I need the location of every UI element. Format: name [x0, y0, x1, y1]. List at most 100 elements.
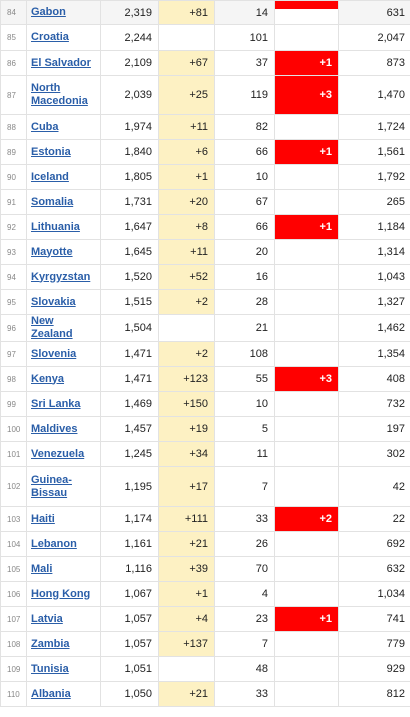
country-link[interactable]: Slovenia: [31, 347, 77, 360]
rank-cell: 92: [0, 214, 27, 240]
total-recovered-cell: 408: [338, 366, 410, 392]
new-deaths-cell: [274, 341, 339, 367]
rank-cell: 89: [0, 139, 27, 165]
total-recovered-cell: 197: [338, 416, 410, 442]
country-link[interactable]: Maldives: [31, 422, 78, 435]
total-cases-cell: 1,840: [100, 139, 159, 165]
new-cases-value: +21: [189, 538, 208, 550]
new-cases-value: +150: [183, 398, 208, 410]
table-row: 85 Croatia 2,244 101 2,047: [0, 24, 410, 51]
country-link[interactable]: Sri Lanka: [31, 397, 81, 410]
country-link[interactable]: Mali: [31, 562, 53, 575]
rank-value: 85: [7, 33, 16, 42]
rank-cell: 102: [0, 466, 27, 507]
total-cases-value: 1,471: [124, 373, 152, 385]
country-link[interactable]: Hong Kong: [31, 587, 91, 600]
new-deaths-cell: [274, 631, 339, 657]
total-recovered-value: 2,047: [377, 31, 405, 44]
country-cell: Guinea-Bissau: [26, 466, 101, 507]
total-deaths-cell: 37: [214, 50, 275, 76]
total-recovered-value: 1,043: [377, 271, 405, 283]
total-deaths-cell: 82: [214, 114, 275, 140]
country-link[interactable]: Latvia: [31, 612, 63, 625]
table-row: 88 Cuba 1,974 +11 82 1,724: [0, 114, 410, 140]
rank-value: 94: [7, 272, 16, 282]
country-link[interactable]: Venezuela: [31, 447, 85, 460]
total-cases-value: 2,039: [124, 89, 152, 101]
country-link[interactable]: Kyrgyzstan: [31, 270, 91, 283]
new-cases-cell: [158, 314, 215, 342]
country-link[interactable]: Estonia: [31, 145, 71, 158]
new-cases-value: +2: [195, 348, 208, 360]
total-recovered-value: 1,327: [377, 296, 405, 308]
country-link[interactable]: Tunisia: [31, 662, 69, 675]
total-cases-cell: 1,471: [100, 366, 159, 392]
total-cases-value: 1,174: [124, 513, 152, 525]
total-recovered-cell: 1,184: [338, 214, 410, 240]
country-link[interactable]: Gabon: [31, 6, 66, 18]
table-row: 105 Mali 1,116 +39 70 632: [0, 556, 410, 582]
total-recovered-value: 1,724: [377, 121, 405, 133]
new-cases-cell: [158, 656, 215, 682]
country-link[interactable]: Somalia: [31, 195, 74, 208]
country-link[interactable]: Croatia: [31, 31, 69, 43]
total-cases-cell: 1,647: [100, 214, 159, 240]
country-link[interactable]: Lithuania: [31, 220, 80, 233]
table-row: 86 El Salvador 2,109 +67 37 +1 873: [0, 50, 410, 76]
country-link[interactable]: Zambia: [31, 637, 70, 650]
total-deaths-value: 7: [261, 638, 268, 650]
new-cases-cell: [158, 24, 215, 51]
total-cases-cell: 1,057: [100, 606, 159, 632]
table-row: 102 Guinea-Bissau 1,195 +17 7 42: [0, 466, 410, 507]
country-cell: Albania: [26, 681, 101, 707]
new-deaths-value: +3: [319, 89, 332, 101]
country-link[interactable]: Lebanon: [31, 537, 77, 550]
country-link[interactable]: Albania: [31, 687, 71, 700]
rank-cell: 107: [0, 606, 27, 632]
new-deaths-cell: [274, 531, 339, 557]
new-deaths-cell: [274, 314, 339, 342]
country-cell: Maldives: [26, 416, 101, 442]
new-cases-cell: +1: [158, 164, 215, 190]
new-deaths-cell: [274, 581, 339, 607]
country-link[interactable]: North Macedonia: [31, 82, 88, 107]
country-cell: El Salvador: [26, 50, 101, 76]
rank-cell: 109: [0, 656, 27, 682]
country-link[interactable]: Slovakia: [31, 295, 76, 308]
country-link[interactable]: El Salvador: [31, 56, 91, 69]
new-cases-cell: +25: [158, 75, 215, 115]
total-recovered-cell: 1,354: [338, 341, 410, 367]
country-link[interactable]: Iceland: [31, 170, 69, 183]
total-deaths-cell: 70: [214, 556, 275, 582]
total-recovered-cell: 779: [338, 631, 410, 657]
total-cases-cell: 1,161: [100, 531, 159, 557]
total-deaths-value: 5: [261, 423, 268, 435]
new-cases-cell: +2: [158, 289, 215, 315]
total-cases-value: 1,645: [124, 246, 152, 258]
country-link[interactable]: Kenya: [31, 372, 65, 385]
table-row: 84 Gabon 2,319 +81 14 631: [0, 0, 410, 25]
total-deaths-cell: 48: [214, 656, 275, 682]
total-cases-cell: 1,174: [100, 506, 159, 532]
table-row: 98 Kenya 1,471 +123 55 +3 408: [0, 366, 410, 392]
table-row: 101 Venezuela 1,245 +34 11 302: [0, 441, 410, 467]
country-link[interactable]: New Zealand: [31, 315, 73, 341]
table-row: 96 New Zealand 1,504 21 1,462: [0, 314, 410, 342]
rank-cell: 84: [0, 0, 27, 25]
country-link[interactable]: Mayotte: [31, 245, 73, 258]
total-deaths-value: 28: [255, 296, 268, 308]
table-row: 100 Maldives 1,457 +19 5 197: [0, 416, 410, 442]
total-recovered-cell: 631: [338, 0, 410, 25]
total-recovered-value: 732: [386, 398, 405, 410]
new-deaths-cell: [274, 391, 339, 417]
country-link[interactable]: Haiti: [31, 512, 55, 525]
total-cases-cell: 1,469: [100, 391, 159, 417]
total-cases-value: 1,161: [124, 538, 152, 550]
total-deaths-cell: 11: [214, 441, 275, 467]
total-cases-cell: 1,504: [100, 314, 159, 342]
new-deaths-cell: [274, 189, 339, 215]
country-link[interactable]: Guinea-Bissau: [31, 473, 72, 499]
country-cell: Hong Kong: [26, 581, 101, 607]
country-link[interactable]: Cuba: [31, 120, 59, 133]
total-cases-value: 1,469: [124, 398, 152, 410]
